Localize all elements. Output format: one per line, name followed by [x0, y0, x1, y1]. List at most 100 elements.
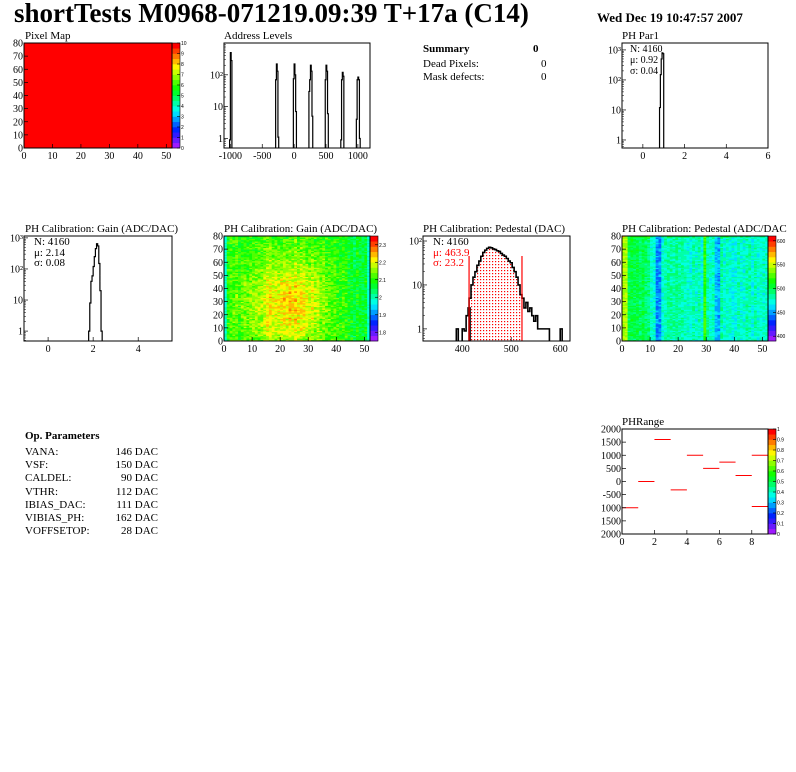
heatmap-cell — [260, 313, 264, 316]
heatmap-cell — [350, 257, 354, 259]
heatmap-cell — [229, 246, 233, 249]
heatmap-cell — [285, 329, 289, 331]
heatmap-cell — [633, 335, 637, 338]
heatmap-cell — [240, 253, 244, 255]
heatmap-cell — [361, 289, 365, 292]
heatmap-cell — [252, 263, 256, 266]
heatmap-cell — [353, 278, 357, 280]
heatmap-cell — [294, 283, 298, 285]
heatmap-cell — [226, 243, 230, 246]
heatmap-cell — [271, 254, 275, 256]
heatmap-cell — [344, 334, 348, 337]
heatmap-cell — [347, 267, 351, 270]
heatmap-cell — [358, 236, 362, 238]
color-bar: 1.81.922.12.22.3 — [369, 235, 386, 342]
heatmap-cell — [240, 245, 244, 247]
heatmap-cell — [313, 333, 317, 335]
heatmap-cell — [277, 270, 281, 272]
heatmap-cell — [302, 241, 306, 243]
heatmap-cell — [274, 305, 278, 308]
heatmap-cell — [243, 266, 247, 268]
heatmap-cell — [367, 325, 371, 327]
heatmap-cell — [630, 271, 634, 274]
heatmap-cell — [350, 305, 354, 308]
heatmap-cell — [305, 247, 309, 250]
heatmap-cell — [333, 236, 337, 238]
heatmap-cell — [330, 288, 334, 291]
y-tick-label: 10³ — [10, 233, 23, 244]
heatmap-cell — [355, 331, 360, 334]
heatmap-cell — [277, 267, 281, 270]
heatmap-cell — [358, 326, 362, 329]
heatmap-cell — [305, 293, 309, 296]
heatmap-cell — [235, 317, 239, 319]
heatmap-cell — [288, 329, 292, 331]
heatmap-cell — [291, 259, 295, 262]
heatmap-cell — [341, 292, 346, 295]
heatmap-cell — [232, 251, 236, 254]
heatmap-cell — [361, 310, 365, 313]
heatmap-cell — [311, 316, 315, 318]
heatmap-cell — [627, 271, 631, 274]
heatmap-cell — [260, 325, 264, 327]
heatmap-cell — [333, 258, 337, 260]
heatmap-cell — [271, 334, 275, 337]
heatmap-cell — [355, 327, 360, 330]
heatmap-cell — [333, 287, 337, 289]
heatmap-cell — [633, 258, 637, 260]
heatmap-cell — [268, 247, 273, 250]
heatmap-cell — [308, 272, 312, 275]
heatmap-cell — [325, 316, 329, 318]
heatmap-cell — [232, 267, 236, 270]
histogram-line — [229, 51, 361, 148]
heatmap-cell — [313, 308, 317, 310]
heatmap-cell — [257, 337, 261, 339]
heatmap-cell — [288, 325, 292, 327]
heatmap-cell — [291, 258, 295, 260]
heatmap-cell — [308, 270, 312, 272]
heatmap-cell — [313, 247, 317, 250]
heatmap-cell — [277, 257, 281, 259]
heatmap-cell — [224, 291, 228, 293]
heatmap-cell — [364, 301, 368, 304]
heatmap-cell — [266, 287, 270, 289]
heatmap-cell — [624, 258, 628, 260]
heatmap-cell — [232, 325, 236, 327]
heatmap-cell — [350, 312, 354, 314]
heatmap-cell — [238, 239, 242, 242]
heatmap-cell — [308, 293, 312, 296]
heatmap-cell — [344, 253, 348, 255]
heatmap-cell — [299, 258, 303, 260]
heatmap-cell — [252, 278, 256, 280]
heatmap-cell — [322, 262, 326, 264]
heatmap-cell — [308, 242, 312, 245]
heatmap-cell — [333, 249, 337, 251]
heatmap-cell — [280, 329, 284, 331]
heatmap-cell — [636, 308, 640, 310]
y-tick-label: 10³ — [608, 45, 621, 56]
heatmap-cell — [268, 291, 273, 293]
heatmap-cell — [238, 305, 242, 308]
heatmap-cell — [630, 279, 634, 281]
heatmap-cell — [274, 283, 278, 285]
heatmap-cell — [638, 339, 642, 342]
heatmap-cell — [355, 296, 360, 298]
heatmap-cell — [330, 301, 334, 304]
heatmap-cell — [257, 242, 261, 245]
heatmap-cell — [299, 275, 303, 277]
heatmap-cell — [350, 259, 354, 262]
heatmap-cell — [627, 257, 631, 259]
heatmap-cell — [246, 284, 250, 287]
heatmap-cell — [274, 276, 278, 279]
heatmap-cell — [291, 313, 295, 316]
heatmap-cell — [238, 275, 242, 277]
heatmap-cell — [624, 305, 628, 308]
heatmap-cell — [327, 267, 331, 270]
heatmap-cell — [252, 304, 256, 306]
heatmap-cell — [274, 287, 278, 289]
heatmap-cell — [367, 263, 371, 266]
heatmap-cell — [232, 323, 236, 326]
heatmap-cell — [271, 250, 275, 253]
heatmap-cell — [322, 331, 326, 334]
heatmap-cell — [353, 293, 357, 296]
